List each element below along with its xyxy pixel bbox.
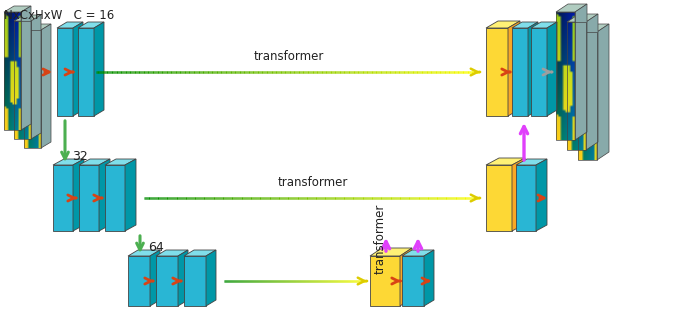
Polygon shape: [128, 256, 150, 306]
Polygon shape: [79, 165, 99, 231]
Polygon shape: [105, 159, 136, 165]
Polygon shape: [528, 22, 538, 116]
Polygon shape: [575, 4, 587, 140]
Text: 32: 32: [72, 150, 88, 163]
Polygon shape: [184, 250, 216, 256]
Polygon shape: [512, 158, 525, 231]
Text: transformer: transformer: [373, 204, 386, 274]
Polygon shape: [486, 21, 520, 28]
Polygon shape: [512, 22, 538, 28]
Polygon shape: [512, 28, 528, 116]
Polygon shape: [586, 14, 598, 150]
Polygon shape: [516, 165, 536, 231]
Polygon shape: [57, 22, 83, 28]
Text: NxCxHxW   C = 16: NxCxHxW C = 16: [4, 9, 115, 22]
Polygon shape: [156, 250, 188, 256]
Polygon shape: [78, 28, 94, 116]
Polygon shape: [402, 250, 434, 256]
Polygon shape: [578, 24, 609, 32]
Polygon shape: [150, 250, 160, 306]
Polygon shape: [547, 22, 557, 116]
Polygon shape: [402, 256, 424, 306]
Polygon shape: [79, 159, 110, 165]
Polygon shape: [516, 159, 547, 165]
Polygon shape: [567, 14, 598, 22]
Polygon shape: [556, 4, 587, 12]
Polygon shape: [178, 250, 188, 306]
Polygon shape: [370, 248, 412, 256]
Polygon shape: [21, 6, 31, 130]
Polygon shape: [4, 6, 31, 12]
Polygon shape: [94, 22, 104, 116]
Polygon shape: [53, 165, 73, 231]
Polygon shape: [105, 165, 125, 231]
Polygon shape: [73, 22, 83, 116]
Text: 64: 64: [148, 241, 164, 254]
Text: transformer: transformer: [278, 176, 348, 189]
Polygon shape: [531, 28, 547, 116]
Polygon shape: [486, 28, 508, 116]
Polygon shape: [486, 165, 512, 231]
Polygon shape: [536, 159, 547, 231]
Polygon shape: [597, 24, 609, 160]
Text: transformer: transformer: [254, 50, 324, 63]
Polygon shape: [31, 15, 41, 139]
Polygon shape: [125, 159, 136, 231]
Polygon shape: [370, 256, 400, 306]
Polygon shape: [41, 24, 51, 148]
Polygon shape: [53, 159, 84, 165]
Polygon shape: [14, 15, 41, 21]
Polygon shape: [156, 256, 178, 306]
Polygon shape: [508, 21, 520, 116]
Polygon shape: [73, 159, 84, 231]
Polygon shape: [400, 248, 412, 306]
Polygon shape: [184, 256, 206, 306]
Polygon shape: [206, 250, 216, 306]
Polygon shape: [128, 250, 160, 256]
Polygon shape: [57, 28, 73, 116]
Polygon shape: [531, 22, 557, 28]
Polygon shape: [99, 159, 110, 231]
Polygon shape: [24, 24, 51, 30]
Polygon shape: [78, 22, 104, 28]
Polygon shape: [424, 250, 434, 306]
Polygon shape: [486, 158, 525, 165]
